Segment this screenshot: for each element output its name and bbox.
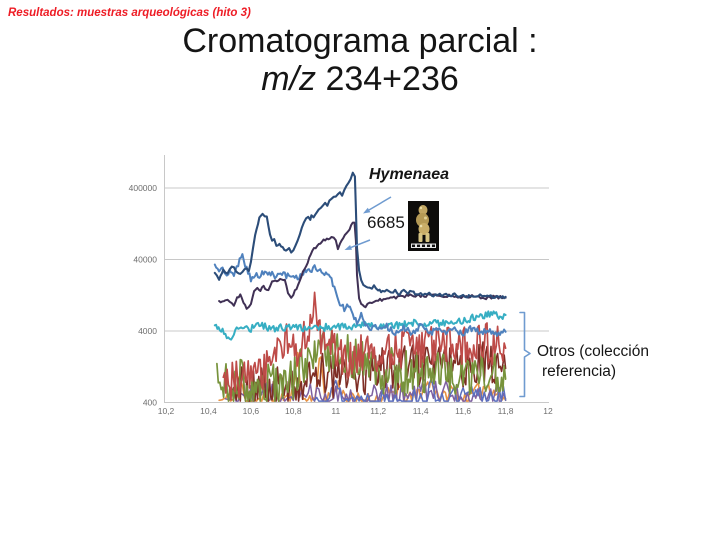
series-path-otros-blue-noise bbox=[313, 378, 507, 402]
title-mz-italic: m/z bbox=[261, 60, 316, 99]
x-tick-label: 10,4 bbox=[200, 406, 217, 416]
series-group bbox=[213, 171, 507, 402]
series-path-otros-medium-blue bbox=[213, 253, 507, 337]
title-mz-rest: 234+236 bbox=[316, 60, 459, 99]
x-tick-label: 12 bbox=[543, 406, 553, 416]
x-tick-label: 10,2 bbox=[158, 406, 175, 416]
series-path-otros-red bbox=[222, 291, 507, 401]
sample-id-label: 6685 bbox=[367, 213, 405, 232]
scale-bar-tick bbox=[412, 244, 415, 247]
figurine-highlight bbox=[419, 206, 423, 210]
arrow-head bbox=[363, 207, 371, 214]
x-tick-label: 11,4 bbox=[413, 406, 429, 416]
otros-label-line1: Otros (colección bbox=[537, 343, 649, 360]
x-tick-label: 11,8 bbox=[498, 406, 514, 416]
scale-bar-tick bbox=[422, 244, 425, 247]
series-path-otros-cyan bbox=[213, 310, 507, 341]
title-line1: Cromatograma parcial : bbox=[182, 22, 538, 60]
scale-bar-tick bbox=[432, 244, 435, 247]
slide-title: Cromatograma parcial : m/z 234+236 bbox=[0, 22, 720, 98]
x-tick-label: 10,6 bbox=[243, 406, 260, 416]
scale-bar-tick bbox=[427, 244, 430, 247]
otros-label: Otros (colección referencia) bbox=[537, 342, 649, 382]
y-tick-label: 400000 bbox=[129, 183, 158, 193]
arrow-head bbox=[344, 245, 352, 250]
figurine-highlight bbox=[424, 216, 427, 220]
y-tick-label: 4000 bbox=[138, 326, 157, 336]
sample-arrow-icon bbox=[344, 239, 371, 250]
otros-bracket-icon bbox=[519, 311, 531, 398]
x-tick-label: 11 bbox=[331, 406, 340, 416]
figurine-photo bbox=[408, 201, 439, 251]
title-line2: m/z 234+236 bbox=[0, 60, 720, 98]
scale-bar-tick bbox=[417, 244, 420, 247]
x-tick-label: 11,2 bbox=[370, 406, 386, 416]
y-tick-label: 400 bbox=[143, 397, 157, 407]
hymenaea-arrow-icon bbox=[363, 196, 392, 214]
y-tick-label: 40000 bbox=[133, 254, 157, 264]
series-path-otros-olive bbox=[216, 329, 507, 402]
x-tick-label: 10,8 bbox=[285, 406, 302, 416]
slide-header-text: Resultados: muestras arqueológicas (hito… bbox=[8, 7, 251, 19]
x-tick-label: 11,6 bbox=[455, 406, 471, 416]
arrow-shaft bbox=[350, 239, 371, 249]
hymenaea-label: Hymenaea bbox=[369, 166, 450, 183]
series-path-hymenaea-trace bbox=[213, 171, 507, 300]
arrow-shaft bbox=[368, 196, 392, 211]
otros-label-line2: referencia) bbox=[542, 362, 617, 380]
figurine-leg bbox=[418, 233, 423, 242]
figurine-highlight bbox=[419, 224, 423, 228]
figurine-leg bbox=[425, 233, 430, 242]
